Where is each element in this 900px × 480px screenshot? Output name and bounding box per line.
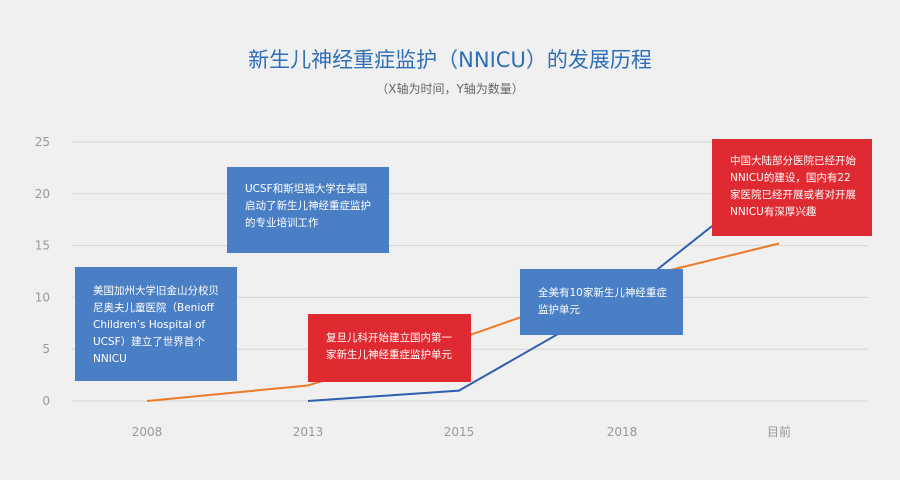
annotation-fudan: 复旦儿科开始建立国内第一家新生儿神经重症监护单元 [308,314,471,382]
y-tick-label-2: 10 [35,290,50,304]
y-tick-label-5: 25 [35,135,50,149]
x-tick-label-4: 目前 [767,424,791,439]
annotation-2008: 美国加州大学旧金山分校贝尼奥夫儿童医院（Benioff Children’s H… [75,267,237,381]
y-tick-label-1: 5 [42,342,50,356]
y-tick-label-0: 0 [42,394,50,408]
chart-subtitle: （X轴为时间，Y轴为数量） [376,82,524,96]
annotation-2013: UCSF和斯坦福大学在美国启动了新生儿神经重症监护的专业培训工作 [227,167,389,253]
x-tick-label-1: 2013 [293,425,324,439]
y-tick-label-3: 15 [35,239,50,253]
x-tick-label-3: 2018 [607,425,638,439]
chart-title: 新生儿神经重症监护（NNICU）的发展历程 [248,48,652,72]
annotation-current: 中国大陆部分医院已经开始NNICU的建设，国内有22家医院已经开展或者对开展NN… [712,139,872,236]
y-tick-label-4: 20 [35,187,50,201]
x-tick-label-0: 2008 [132,425,163,439]
annotation-2018: 全美有10家新生儿神经重症监护单元 [520,269,683,335]
x-tick-label-2: 2015 [444,425,475,439]
series-line-1 [307,172,780,402]
